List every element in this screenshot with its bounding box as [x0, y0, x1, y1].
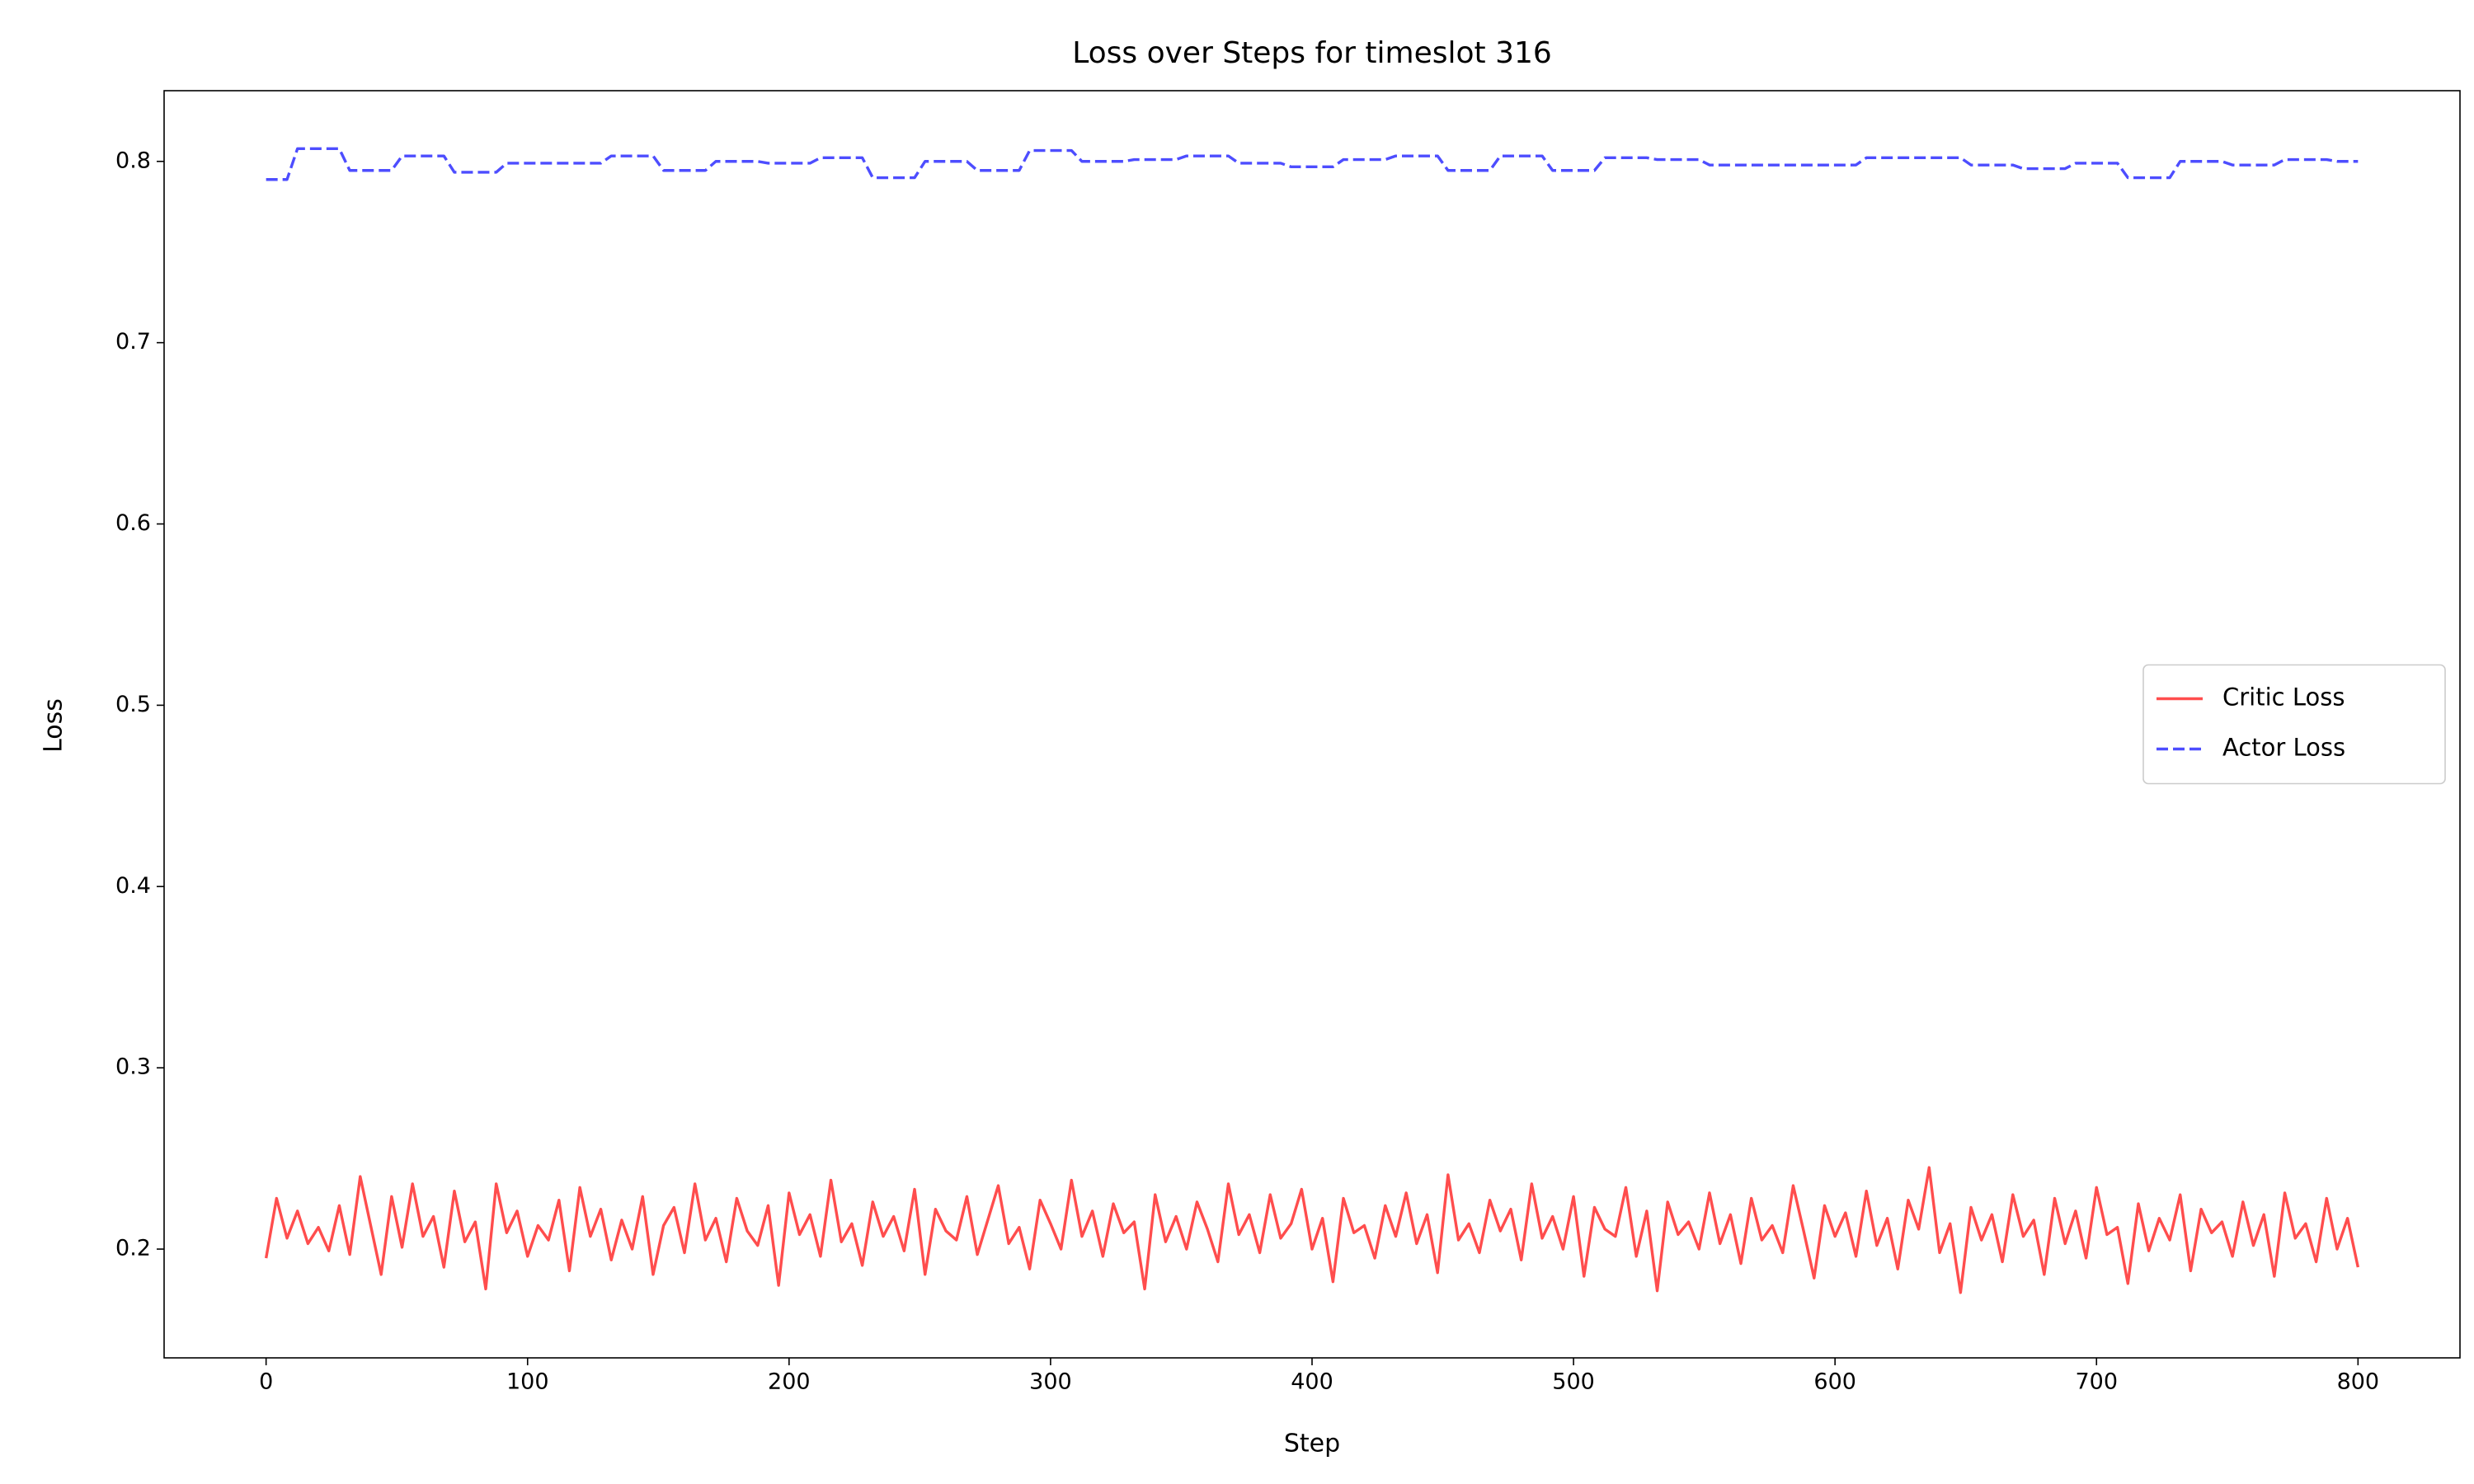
y-tick-label: 0.7 — [115, 329, 151, 355]
x-tick-label: 600 — [1813, 1369, 1856, 1395]
x-tick-label: 100 — [506, 1369, 549, 1395]
legend-box — [2142, 664, 2446, 785]
x-tick-label: 300 — [1029, 1369, 1072, 1395]
y-tick-label: 0.6 — [115, 510, 151, 536]
chart-title: Loss over Steps for timeslot 316 — [1072, 36, 1552, 70]
x-tick-label: 800 — [2337, 1369, 2380, 1395]
y-axis-label: Loss — [40, 698, 68, 753]
legend-label: Actor Loss — [2222, 734, 2345, 762]
y-tick-label: 0.4 — [115, 873, 151, 899]
series-line — [264, 1166, 2360, 1294]
y-tick-label: 0.3 — [115, 1054, 151, 1080]
plot-frame — [163, 90, 2461, 1359]
x-tick-label: 200 — [768, 1369, 811, 1395]
y-tick-label: 0.8 — [115, 148, 151, 173]
x-tick-label: 700 — [2075, 1369, 2118, 1395]
legend: Critic Loss Actor Loss — [2142, 664, 2446, 785]
series-line — [266, 147, 2359, 181]
x-tick-label: 0 — [259, 1369, 273, 1395]
x-tick-label: 400 — [1291, 1369, 1333, 1395]
legend-label: Critic Loss — [2222, 683, 2345, 711]
y-tick-label: 0.5 — [115, 692, 151, 717]
x-axis-label: Step — [1284, 1430, 1340, 1458]
x-tick-label: 500 — [1552, 1369, 1595, 1395]
y-tick-label: 0.2 — [115, 1236, 151, 1261]
